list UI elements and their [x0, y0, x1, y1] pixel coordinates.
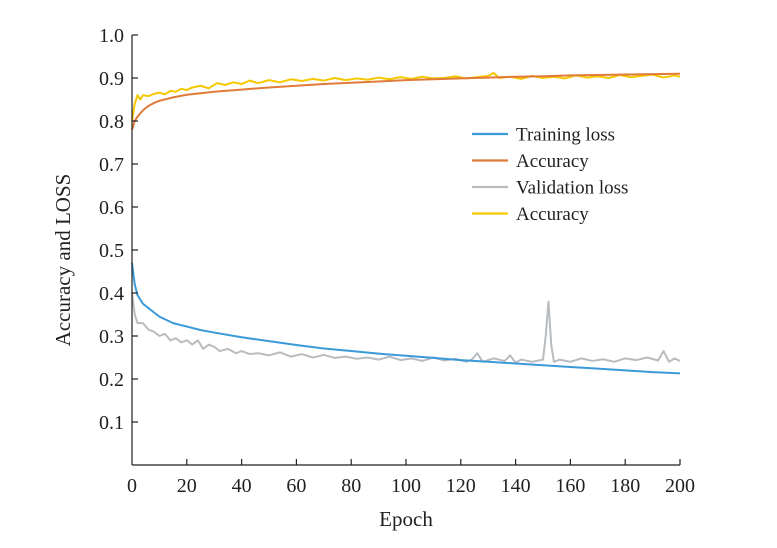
- x-tick-label: 60: [286, 475, 306, 497]
- legend-label: Accuracy: [516, 151, 589, 172]
- y-tick-label: 0.4: [99, 283, 124, 305]
- x-tick-label: 80: [341, 475, 361, 497]
- x-axis-title: Epoch: [379, 507, 433, 531]
- series-line-1: [131, 72, 681, 130]
- y-tick-label: 0.9: [99, 68, 124, 90]
- legend: Training loss Accuracy Validation loss Accu…: [472, 125, 628, 225]
- y-axis-title: Accuracy and LOSS: [51, 174, 75, 347]
- x-tick-label: 20: [177, 475, 197, 497]
- y-tick-label: 0.8: [99, 111, 124, 133]
- x-tick-label: 160: [555, 475, 585, 497]
- x-tick-label: 140: [501, 475, 531, 497]
- y-axis-ticks: 0.1 0.2 0.3 0.4 0.5 0.6 0.7 0.8 0.9 1.0: [99, 25, 138, 434]
- series-line-2: [131, 292, 681, 364]
- x-tick-label: 200: [665, 475, 695, 497]
- legend-label: Validation loss: [516, 178, 628, 199]
- y-tick-label: 0.5: [99, 240, 124, 262]
- y-tick-label: 0.3: [99, 326, 124, 348]
- legend-label: Accuracy: [516, 204, 589, 225]
- x-tick-label: 40: [232, 475, 252, 497]
- y-tick-label: 0.7: [99, 154, 124, 176]
- y-tick-label: 0.6: [99, 197, 124, 219]
- y-tick-label: 0.1: [99, 412, 124, 434]
- y-tick-label: 0.2: [99, 369, 124, 391]
- y-tick-label: 1.0: [99, 25, 124, 47]
- x-tick-label: 0: [127, 475, 137, 497]
- x-tick-label: 100: [391, 475, 421, 497]
- legend-label: Training loss: [516, 125, 615, 146]
- x-axis-ticks: 0 20 40 60 80 100 120 140 160 180 200: [127, 459, 695, 497]
- series-layer: [131, 71, 681, 375]
- plot-area: 0 20 40 60 80 100 120 140 160 180 200 0.1 0.2 0.3 0.4…: [99, 25, 695, 497]
- x-tick-label: 180: [610, 475, 640, 497]
- x-tick-label: 120: [446, 475, 476, 497]
- series-line-0: [131, 262, 681, 375]
